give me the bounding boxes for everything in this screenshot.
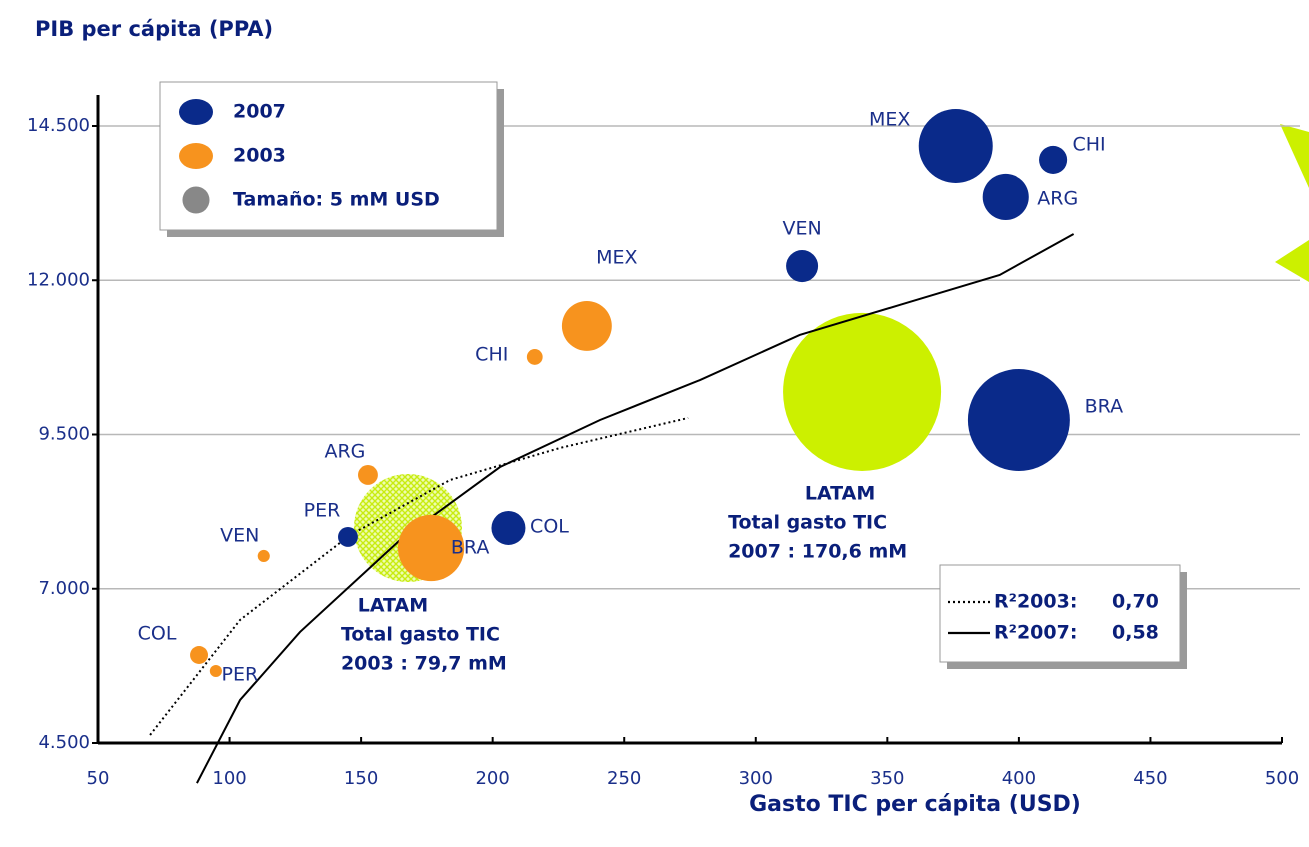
bubble-label: ARG (1037, 187, 1078, 209)
y-tick-label: 9.500 (38, 424, 90, 445)
legend-size-swatch (182, 186, 210, 214)
total-label: 2003 : 79,7 mM (341, 652, 507, 674)
bubble (918, 108, 993, 183)
x-tick-label: 300 (739, 768, 773, 789)
x-tick-label: 100 (212, 768, 246, 789)
decor-arrow (1275, 240, 1309, 282)
trendline (149, 416, 689, 736)
trend-legend-name: R²2003: (994, 591, 1077, 613)
total-label: Total gasto TIC (728, 511, 887, 533)
legend-box (159, 81, 498, 231)
legend-label: 2007 (233, 101, 286, 123)
total-label: Total gasto TIC (341, 623, 500, 645)
bubble (561, 300, 612, 351)
x-axis-title: Gasto TIC per cápita (USD) (749, 792, 1081, 817)
bubble-label: CHI (1073, 133, 1106, 155)
bubble (982, 173, 1029, 220)
decor-arrow (1280, 124, 1309, 188)
trend-legend-name: R²2007: (994, 622, 1077, 644)
legend-swatch (179, 99, 213, 125)
legend-size-label: Tamaño: 5 mM USD (233, 189, 440, 211)
total-label: 2007 : 170,6 mM (728, 540, 907, 562)
bubble-label: COL (530, 515, 569, 537)
bubble (397, 514, 465, 582)
x-tick-label: 500 (1265, 768, 1299, 789)
y-tick-label: 7.000 (38, 578, 90, 599)
y-tick-label: 4.500 (38, 732, 90, 753)
x-tick-label: 200 (475, 768, 509, 789)
bubble-label: VEN (220, 524, 259, 546)
bubble-label: MEX (596, 246, 637, 268)
x-tick-label: 450 (1133, 768, 1167, 789)
total-label: LATAM (805, 482, 875, 504)
legend: 2007 2003 Tamaño: 5 mM USD (159, 81, 504, 237)
trend-legend-value: 0,58 (1112, 622, 1159, 644)
legend-box (939, 564, 1181, 663)
x-tick-label: 400 (1002, 768, 1036, 789)
bubble-label: PER (304, 499, 341, 521)
legend-label: 2003 (233, 145, 286, 167)
bubble (526, 349, 543, 365)
y-axis-title: PIB per cápita (PPA) (35, 17, 273, 41)
x-tick-label: 50 (87, 768, 110, 789)
y-tick-label: 12.000 (27, 269, 90, 290)
trend-legend: R²2003: 0,70 R²2007: 0,58 (939, 564, 1187, 669)
bubble (1039, 145, 1068, 174)
bubble-label: BRA (451, 536, 489, 558)
bubble-label: BRA (1085, 396, 1123, 418)
x-tick-label: 150 (344, 768, 378, 789)
bubble (190, 646, 209, 664)
bubble (209, 664, 222, 678)
y-tick-label: 14.500 (27, 115, 90, 136)
bubble-label: CHI (475, 343, 508, 365)
bubble (491, 510, 526, 545)
trendline (196, 233, 1075, 784)
total-label: LATAM (358, 594, 428, 616)
x-tick-label: 350 (870, 768, 904, 789)
x-tick-label: 250 (607, 768, 641, 789)
bubble-label: COL (138, 623, 177, 645)
bubble (257, 549, 270, 563)
bubble-label: PER (222, 663, 259, 685)
legend-swatch (179, 143, 213, 169)
bubble-label: MEX (869, 108, 910, 130)
bubble (786, 250, 819, 283)
bubble (338, 526, 358, 547)
total-bubble (783, 312, 942, 471)
bubble-label: VEN (782, 218, 821, 240)
trend-legend-value: 0,70 (1112, 591, 1159, 613)
bubble (967, 369, 1070, 471)
bubble (358, 465, 378, 485)
bubble-label: ARG (324, 440, 365, 462)
